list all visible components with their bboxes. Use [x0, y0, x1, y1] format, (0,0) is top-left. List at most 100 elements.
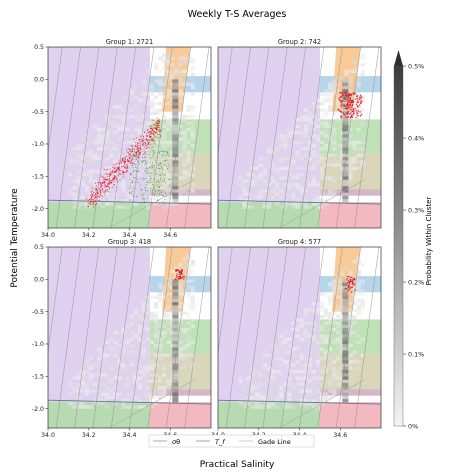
x-tick-label: 34.4 — [123, 232, 137, 239]
histogram-cell — [190, 82, 195, 86]
scatter-point-red — [141, 145, 143, 147]
scatter-point-red — [114, 178, 116, 180]
histogram-cell — [190, 182, 195, 187]
scatter-point-green — [161, 156, 164, 158]
isopycnal-line — [280, 247, 306, 428]
histogram-cell — [84, 150, 89, 154]
isopycnal-line — [129, 47, 155, 228]
scatter-point-green — [149, 178, 152, 180]
histogram-cell — [113, 392, 118, 396]
histogram-cell — [336, 331, 341, 335]
scatter-point-red — [111, 179, 113, 182]
histogram-cell — [166, 140, 171, 145]
histogram-cell — [254, 395, 259, 400]
histogram-cell — [178, 92, 183, 96]
histogram-cell — [352, 363, 357, 367]
histogram-cell — [270, 198, 276, 203]
histogram-cell — [315, 192, 321, 196]
histogram-cell — [117, 163, 122, 167]
histogram-cell — [178, 289, 183, 293]
panel-plot-area — [48, 247, 211, 428]
histogram-cell — [336, 282, 341, 286]
histogram-cell — [172, 292, 179, 296]
histogram-cell — [332, 137, 337, 141]
histogram-cell — [76, 202, 81, 206]
histogram-cell — [283, 382, 288, 387]
histogram-cell — [303, 134, 308, 138]
histogram-cell — [96, 134, 102, 138]
histogram-cell — [166, 143, 171, 148]
histogram-cell — [242, 402, 247, 406]
scatter-point-red — [145, 139, 148, 141]
histogram-cell — [319, 131, 325, 135]
histogram-cell — [166, 156, 171, 161]
scatter-point-red — [342, 92, 344, 94]
histogram-cell — [88, 150, 94, 154]
histogram-cell — [336, 105, 341, 109]
histogram-cell — [178, 79, 183, 83]
scatter-point-red — [105, 179, 107, 181]
histogram-cell — [283, 402, 288, 406]
scatter-point-green — [153, 186, 155, 188]
histogram-cell — [88, 179, 94, 183]
histogram-cell — [105, 137, 110, 141]
histogram-cell — [299, 334, 304, 338]
histogram-cell — [117, 373, 122, 377]
scatter-point-red — [127, 148, 129, 150]
histogram-cell — [303, 202, 308, 206]
histogram-cell — [149, 311, 155, 316]
histogram-cell — [190, 363, 195, 367]
histogram-cell — [113, 376, 118, 380]
histogram-cell — [137, 131, 142, 135]
histogram-cell — [287, 402, 292, 406]
histogram-cell — [109, 360, 114, 364]
scatter-point-red — [154, 143, 156, 145]
histogram-cell — [246, 376, 251, 380]
histogram-cell — [328, 95, 333, 99]
histogram-cell — [153, 314, 159, 319]
histogram-cell — [88, 153, 94, 158]
histogram-cell — [238, 195, 243, 200]
scatter-point-red — [115, 169, 117, 172]
histogram-cell — [262, 202, 268, 206]
histogram-cell — [113, 160, 118, 164]
histogram-cell — [172, 124, 179, 129]
histogram-cell — [182, 150, 187, 154]
histogram-cell — [162, 156, 167, 161]
histogram-cell — [121, 350, 126, 354]
histogram-cell — [174, 202, 179, 206]
histogram-cell — [84, 160, 89, 164]
histogram-cell — [275, 356, 280, 361]
histogram-cell — [145, 95, 151, 99]
histogram-cell — [342, 289, 349, 293]
scatter-point-red — [129, 153, 131, 155]
scatter-point-green — [166, 151, 168, 153]
histogram-cell — [113, 402, 118, 406]
histogram-cell — [166, 92, 171, 96]
histogram-cell — [287, 376, 292, 380]
histogram-cell — [162, 114, 167, 119]
scatter-point-red — [357, 115, 360, 117]
histogram-cell — [80, 179, 85, 183]
scatter-point-red — [152, 119, 154, 121]
histogram-cell — [162, 285, 167, 290]
scatter-point-green — [147, 190, 149, 192]
histogram-cell — [315, 98, 321, 103]
histogram-cell — [328, 321, 333, 325]
histogram-cell — [328, 327, 333, 332]
histogram-cell — [283, 192, 288, 196]
histogram-cell — [84, 189, 89, 193]
histogram-cell — [166, 53, 171, 57]
histogram-cell — [238, 402, 243, 406]
histogram-cell — [121, 398, 126, 403]
histogram-cell — [121, 118, 126, 122]
histogram-cell — [258, 156, 264, 161]
histogram-cell — [238, 376, 243, 380]
scatter-point-red — [110, 182, 112, 184]
histogram-cell — [137, 101, 142, 106]
scatter-point-green — [129, 178, 131, 180]
isopycnal-line — [165, 247, 191, 428]
histogram-cell — [328, 347, 333, 351]
histogram-cell — [172, 366, 179, 371]
scatter-point-red — [129, 156, 131, 158]
